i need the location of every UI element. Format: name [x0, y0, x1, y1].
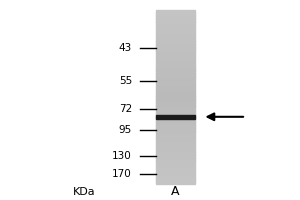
Bar	[156, 117, 195, 120]
Bar	[156, 105, 195, 108]
Text: A: A	[171, 185, 180, 198]
Bar	[156, 149, 195, 152]
Bar	[156, 114, 195, 117]
Bar	[156, 10, 195, 13]
Bar	[156, 12, 195, 16]
Text: 55: 55	[119, 76, 132, 86]
Bar	[156, 131, 195, 134]
Bar	[156, 140, 195, 143]
Bar	[156, 85, 195, 88]
Bar	[156, 59, 195, 62]
Bar	[156, 44, 195, 48]
Bar	[156, 175, 195, 178]
Bar	[156, 169, 195, 172]
Bar	[156, 177, 195, 181]
Bar	[156, 39, 195, 42]
Bar	[156, 24, 195, 27]
Bar	[156, 102, 195, 106]
Bar	[156, 67, 195, 71]
Bar	[156, 50, 195, 53]
Bar	[156, 82, 195, 85]
Bar	[156, 151, 195, 155]
Bar	[156, 96, 195, 100]
Bar	[156, 128, 195, 132]
Text: 170: 170	[112, 169, 132, 179]
Bar	[156, 172, 195, 175]
Text: 72: 72	[119, 104, 132, 114]
Bar	[156, 91, 195, 94]
Bar	[156, 94, 195, 97]
Bar	[156, 53, 195, 56]
Bar	[156, 27, 195, 30]
Bar	[156, 108, 195, 111]
Bar	[156, 21, 195, 24]
Text: KDa: KDa	[73, 187, 95, 197]
Bar	[156, 56, 195, 59]
Text: 95: 95	[119, 125, 132, 135]
Bar	[156, 137, 195, 140]
Bar	[156, 180, 195, 184]
Text: 43: 43	[119, 43, 132, 53]
Bar	[156, 160, 195, 163]
Bar	[156, 33, 195, 36]
Bar	[156, 154, 195, 158]
Bar	[156, 36, 195, 39]
Bar	[156, 111, 195, 114]
Bar	[156, 125, 195, 129]
Bar	[156, 73, 195, 77]
Bar	[156, 65, 195, 68]
Bar	[156, 115, 195, 119]
Bar	[156, 41, 195, 45]
Bar	[156, 30, 195, 33]
Bar	[156, 79, 195, 82]
Bar	[156, 62, 195, 65]
Bar	[156, 163, 195, 166]
Bar	[156, 166, 195, 169]
Bar	[156, 157, 195, 161]
Bar	[156, 15, 195, 19]
Bar	[156, 134, 195, 137]
Bar	[156, 143, 195, 146]
Text: 130: 130	[112, 151, 132, 161]
Bar	[156, 47, 195, 51]
Bar	[156, 18, 195, 22]
Bar	[156, 120, 195, 123]
Bar	[156, 76, 195, 79]
Bar	[156, 99, 195, 103]
Bar	[156, 122, 195, 126]
Bar	[156, 146, 195, 149]
Bar	[156, 88, 195, 91]
Bar	[156, 70, 195, 74]
